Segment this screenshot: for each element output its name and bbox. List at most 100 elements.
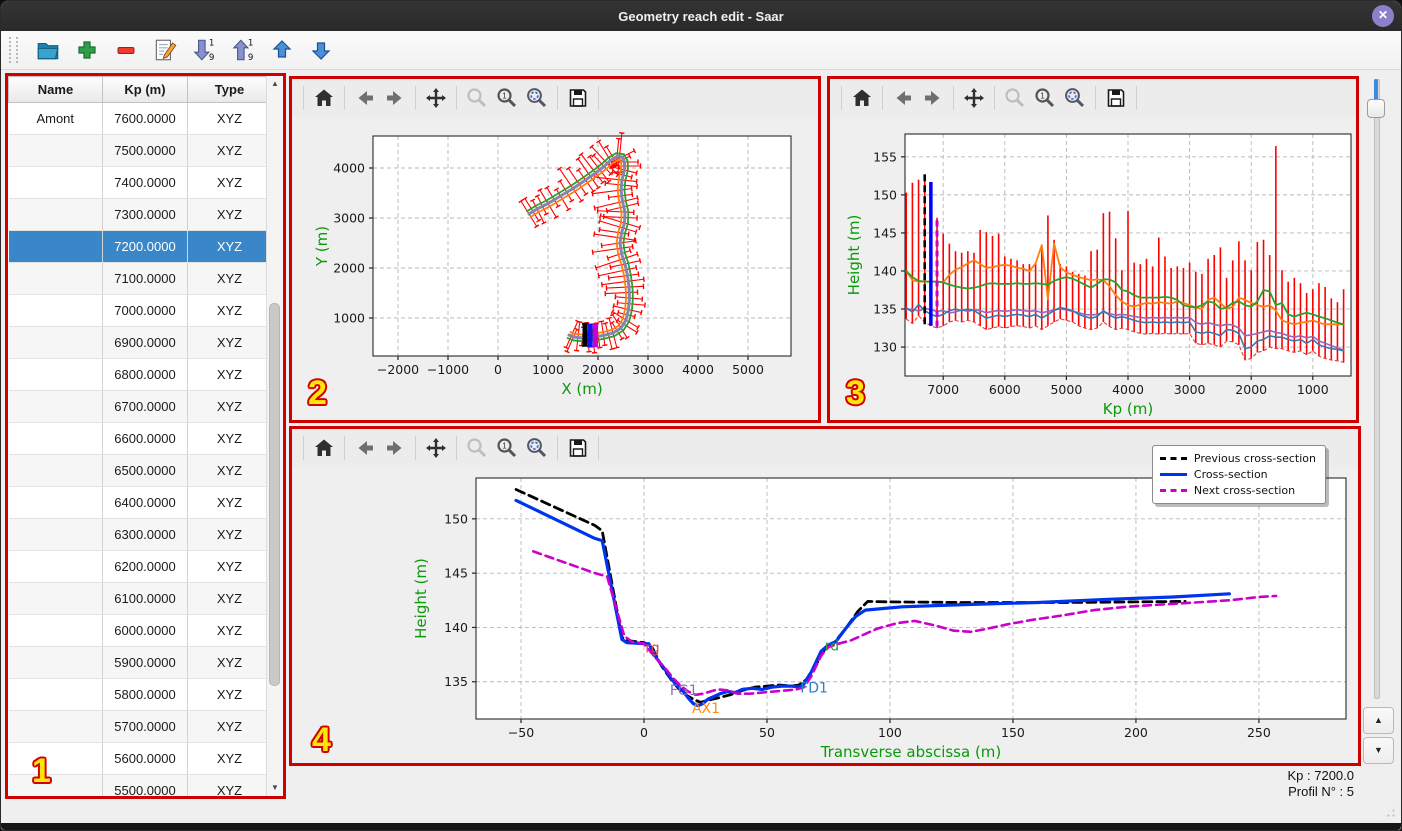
table-row[interactable]: 6500.0000 XYZ xyxy=(8,454,272,487)
table-row[interactable]: 7200.0000 XYZ xyxy=(8,230,272,263)
table-row[interactable]: 5500.0000 XYZ xyxy=(8,774,272,796)
zoom-refresh-button[interactable] xyxy=(522,433,552,463)
zoom-refresh-button[interactable] xyxy=(522,83,552,113)
svg-text:135: 135 xyxy=(444,674,468,689)
table-row[interactable]: Amont 7600.0000 XYZ xyxy=(8,102,272,135)
table-cell: 5500.0000 xyxy=(102,774,188,796)
toolbar-separator xyxy=(841,86,842,110)
scroll-down-icon[interactable]: ▼ xyxy=(271,783,279,792)
svg-text:2000: 2000 xyxy=(582,362,614,377)
table-row[interactable]: 6200.0000 XYZ xyxy=(8,550,272,583)
resize-grip[interactable] xyxy=(1381,803,1397,819)
table-row[interactable]: 5700.0000 XYZ xyxy=(8,710,272,743)
arrow-up-icon xyxy=(272,40,292,58)
save-button[interactable] xyxy=(563,433,593,463)
table-header-row[interactable]: Name Kp (m) Type xyxy=(8,76,272,103)
column-header-name[interactable]: Name xyxy=(8,76,103,103)
back-button[interactable] xyxy=(350,433,380,463)
zoom-one-button[interactable]: 1 xyxy=(492,83,522,113)
table-row[interactable]: 7400.0000 XYZ xyxy=(8,166,272,199)
profile-down-button[interactable]: ▼ xyxy=(1363,737,1394,764)
pan-button[interactable] xyxy=(421,83,451,113)
forward-button[interactable] xyxy=(380,433,410,463)
table-cell: XYZ xyxy=(187,646,272,679)
save-button[interactable] xyxy=(1101,83,1131,113)
zoom-button[interactable] xyxy=(462,433,492,463)
long-profile-chart[interactable]: 7000 6000 5000 4000 3000 2000 1000 130 135 140 145… xyxy=(830,117,1356,420)
table-row[interactable]: 7500.0000 XYZ xyxy=(8,134,272,167)
table-cell: XYZ xyxy=(187,198,272,231)
table-cell xyxy=(8,518,103,551)
toolbar-separator xyxy=(303,436,304,460)
table-cell: 5900.0000 xyxy=(102,646,188,679)
pan-button[interactable] xyxy=(959,83,989,113)
pan-button[interactable] xyxy=(421,433,451,463)
slider-handle[interactable] xyxy=(1367,99,1385,118)
table-scrollbar[interactable]: ▲ ▼ xyxy=(266,76,283,796)
table-row[interactable]: 6000.0000 XYZ xyxy=(8,614,272,647)
table-row[interactable]: 6100.0000 XYZ xyxy=(8,582,272,615)
table-row[interactable]: 6600.0000 XYZ xyxy=(8,422,272,455)
table-row[interactable]: 5600.0000 XYZ xyxy=(8,742,272,775)
home-button[interactable] xyxy=(309,433,339,463)
chart-legend[interactable]: Previous cross-section Cross-section Nex… xyxy=(1151,445,1326,504)
table-row[interactable]: 6700.0000 XYZ xyxy=(8,390,272,423)
back-button[interactable] xyxy=(350,83,380,113)
svg-text:140: 140 xyxy=(444,620,468,635)
column-header-kp[interactable]: Kp (m) xyxy=(102,76,188,103)
toolbar-separator xyxy=(415,86,416,110)
table-row[interactable]: 6800.0000 XYZ xyxy=(8,358,272,391)
table-cell: XYZ xyxy=(187,134,272,167)
table-scrollbar-thumb[interactable] xyxy=(269,303,280,686)
table-row[interactable]: 7000.0000 XYZ xyxy=(8,294,272,327)
toolbar-separator xyxy=(1136,86,1137,110)
column-header-type[interactable]: Type xyxy=(187,76,272,103)
zoom-refresh-button[interactable] xyxy=(1060,83,1090,113)
table-row[interactable]: 6300.0000 XYZ xyxy=(8,518,272,551)
save-icon xyxy=(569,439,587,457)
table-cell: XYZ xyxy=(187,230,272,263)
home-button[interactable] xyxy=(309,83,339,113)
home-button[interactable] xyxy=(847,83,877,113)
zoom-button[interactable] xyxy=(462,83,492,113)
titlebar[interactable]: Geometry reach edit - Saar ✕ xyxy=(1,1,1401,31)
zoom-one-button[interactable]: 1 xyxy=(1030,83,1060,113)
cross-section-chart[interactable]: −50 0 50 100 150 200 250 135 140 145 150 Transverse… xyxy=(292,467,1358,763)
plan-view-chart[interactable]: −2000 −1000 0 1000 2000 3000 4000 5000 1000 2000 3… xyxy=(292,117,818,420)
toolbar-drag-handle[interactable] xyxy=(9,37,18,63)
edit-button[interactable] xyxy=(150,35,180,65)
table-row[interactable]: 7300.0000 XYZ xyxy=(8,198,272,231)
open-button[interactable] xyxy=(33,35,63,65)
zoom-button[interactable] xyxy=(1000,83,1030,113)
table-cell xyxy=(8,774,103,796)
table-row[interactable]: 6900.0000 XYZ xyxy=(8,326,272,359)
svg-text:−50: −50 xyxy=(508,725,534,740)
table-row[interactable]: 5800.0000 XYZ xyxy=(8,678,272,711)
remove-cross-section-button[interactable] xyxy=(111,35,141,65)
scroll-up-icon[interactable]: ▲ xyxy=(271,79,279,88)
forward-button[interactable] xyxy=(918,83,948,113)
forward-button[interactable] xyxy=(380,83,410,113)
close-button[interactable]: ✕ xyxy=(1372,5,1394,27)
svg-text:1: 1 xyxy=(209,39,215,49)
svg-text:9: 9 xyxy=(248,53,254,63)
back-button[interactable] xyxy=(888,83,918,113)
kp-slider[interactable] xyxy=(1367,79,1385,699)
add-cross-section-button[interactable] xyxy=(72,35,102,65)
pan-icon xyxy=(426,438,446,458)
move-down-button[interactable] xyxy=(306,35,336,65)
table-cell xyxy=(8,550,103,583)
move-up-button[interactable] xyxy=(267,35,297,65)
svg-text:6000: 6000 xyxy=(989,382,1021,397)
save-button[interactable] xyxy=(563,83,593,113)
cross-section-table[interactable]: Name Kp (m) Type Amont 7600.0000 XYZ 7500.0… xyxy=(8,76,272,796)
profile-up-button[interactable]: ▲ xyxy=(1363,707,1394,734)
zoom-one-button[interactable]: 1 xyxy=(492,433,522,463)
slider-track[interactable] xyxy=(1374,79,1380,699)
table-row[interactable]: 6400.0000 XYZ xyxy=(8,486,272,519)
table-row[interactable]: 7100.0000 XYZ xyxy=(8,262,272,295)
table-row[interactable]: 5900.0000 XYZ xyxy=(8,646,272,679)
